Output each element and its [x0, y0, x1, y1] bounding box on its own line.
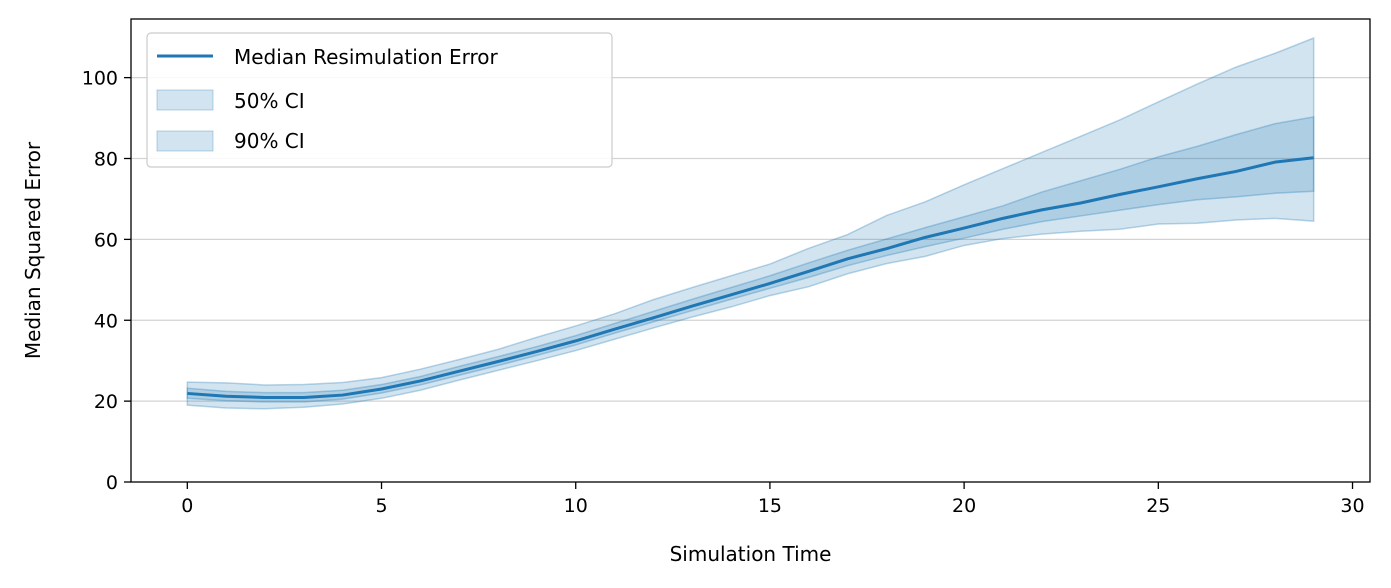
x-tick-label-20: 20	[952, 495, 976, 517]
x-axis-label: Simulation Time	[670, 542, 832, 566]
y-tick-label-80: 80	[94, 149, 118, 171]
legend-swatch-90ci	[156, 130, 214, 152]
ci-bands	[186, 36, 1315, 410]
y-tick-label-40: 40	[94, 310, 118, 332]
x-tick-label-0: 0	[181, 495, 193, 517]
median-line	[187, 156, 1314, 399]
y-tick-label-20: 20	[94, 391, 118, 413]
x-tick-label-25: 25	[1146, 495, 1170, 517]
axis-ticks: 0 5 10 15 20 25 30 0 20 40 60 80 100	[82, 68, 1365, 517]
legend-swatch-50ci	[156, 89, 214, 111]
legend-label-median: Median Resimulation Error	[234, 45, 499, 69]
legend: Median Resimulation Error 50% CI 90% CI	[146, 32, 613, 168]
y-tick-label-60: 60	[94, 229, 118, 251]
plot-frame	[130, 18, 1371, 483]
x-tick-label-10: 10	[564, 495, 588, 517]
x-tick-label-15: 15	[758, 495, 782, 517]
y-tick-label-100: 100	[82, 68, 118, 90]
x-tick-label-30: 30	[1340, 495, 1364, 517]
legend-label-90ci: 90% CI	[234, 129, 305, 153]
band-90ci	[186, 36, 1315, 410]
band-50ci	[186, 115, 1315, 403]
median-line-layer	[187, 156, 1314, 399]
legend-label-50ci: 50% CI	[234, 89, 305, 113]
y-tick-label-0: 0	[106, 472, 118, 494]
x-tick-label-5: 5	[375, 495, 387, 517]
y-axis-label: Median Squared Error	[21, 141, 45, 359]
legend-box	[146, 32, 613, 168]
